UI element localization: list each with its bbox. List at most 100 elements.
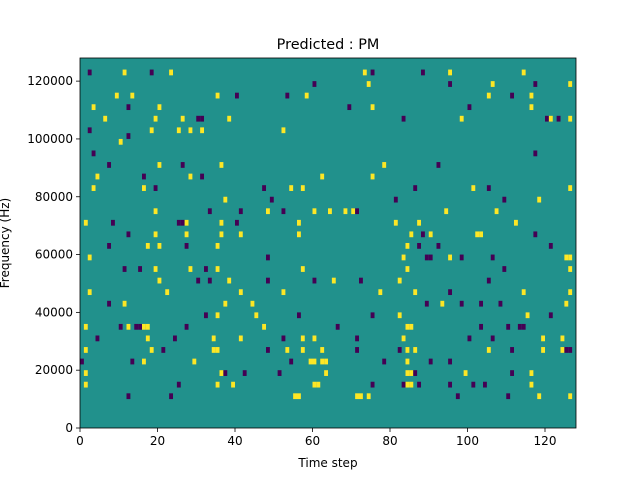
heatmap-cell [87,289,92,296]
heatmap-cell [262,323,267,330]
heatmap-cell [176,127,181,134]
heatmap-cell [556,115,561,122]
heatmap-cell [91,150,96,157]
y-tick-label: 100000 [27,132,73,146]
heatmap-cell [122,266,127,272]
heatmap-cell [479,300,484,307]
heatmap-cell [409,381,414,388]
heatmap-cell [444,208,449,215]
heatmap-cell [529,104,534,111]
heatmap-cell [107,243,112,249]
heatmap-cell [421,231,425,238]
heatmap-cell [297,219,301,226]
heatmap-cell [165,289,170,296]
heatmap-cell [545,115,549,122]
heatmap-cell [506,393,511,400]
heatmap-cell [196,277,201,284]
heatmap-cell [180,162,185,168]
heatmap-cell [95,173,100,180]
heatmap-cell [223,196,228,203]
heatmap-cell [331,277,336,284]
heatmap-cell [486,347,491,353]
y-tick-label: 80000 [35,190,73,204]
heatmap-cell [122,69,127,76]
x-axis-ticks: 0 20 40 60 80 100 120 [76,428,556,448]
heatmap-cell [157,277,162,284]
heatmap-cell [324,370,329,376]
heatmap-cell [157,243,162,249]
heatmap-cell [428,254,433,261]
heatmap-cell [238,289,243,296]
heatmap-cell [506,323,511,330]
heatmap-cell [502,196,507,203]
heatmap-cell [215,266,220,272]
heatmap-cell [405,358,410,365]
heatmap-cell [149,347,154,353]
heatmap-cell [130,92,135,99]
heatmap-cell [424,300,429,307]
heatmap-cell [312,277,317,284]
heatmap-cell [223,370,228,376]
heatmap-cell [83,219,88,226]
heatmap-cell [537,393,542,400]
heatmap-cell [215,381,220,388]
plot-area [79,57,577,429]
heatmap-cell [300,347,305,353]
heatmap-cell [312,335,317,342]
heatmap-cell [91,104,96,111]
heatmap-cell [405,370,410,376]
heatmap-cell [308,358,313,365]
x-tick-label: 0 [76,434,84,448]
heatmap-cell [126,231,131,238]
heatmap-cell [161,347,166,353]
heatmap-cell [568,347,573,353]
heatmap-cell [262,185,267,191]
heatmap-cell [436,243,441,249]
heatmap-cell [568,81,573,87]
heatmap-cell [409,323,414,330]
heatmap-cell [382,162,387,168]
heatmap-cell [312,208,317,215]
heatmap-cell [397,312,402,319]
heatmap-cell [486,277,491,284]
heatmap-cell [118,138,123,145]
heatmap-cell [560,335,565,342]
heatmap-cell [467,335,472,342]
heatmap-cell [153,185,158,191]
heatmap-cell [238,335,243,342]
heatmap-cell [521,69,526,76]
heatmap-cell [266,254,270,261]
heatmap-cell [126,323,131,330]
heatmap-cell [250,300,255,307]
heatmap-cell [87,127,92,134]
heatmap-cell [153,231,158,238]
heatmap-cell [548,243,553,249]
chart-title: Predicted : PM [277,37,380,53]
heatmap-cell [83,370,88,376]
heatmap-cell [269,196,274,203]
heatmap-cell [529,381,534,388]
heatmap-cell [521,289,526,296]
heatmap-cell [405,243,410,249]
heatmap-cell [471,381,476,388]
heatmap-cell [169,393,174,400]
heatmap-cell [293,393,298,400]
x-axis-label: Time step [297,456,357,470]
heatmap-cell [471,185,476,191]
heatmap-cell [200,115,205,122]
heatmap-cell [316,381,321,388]
heatmap-cell [370,69,375,76]
heatmap-cell [219,231,224,238]
heatmap-cell [219,370,224,376]
heatmap-cell [312,381,317,388]
heatmap-cell [285,347,290,353]
heatmap-cell [514,219,518,226]
heatmap-cell [107,300,112,307]
heatmap-cell [180,115,185,122]
heatmap-cell [548,312,553,319]
heatmap-cell [173,335,177,342]
heatmap-background [80,58,576,428]
heatmap-cell [111,219,115,226]
heatmap-cell [517,323,522,330]
